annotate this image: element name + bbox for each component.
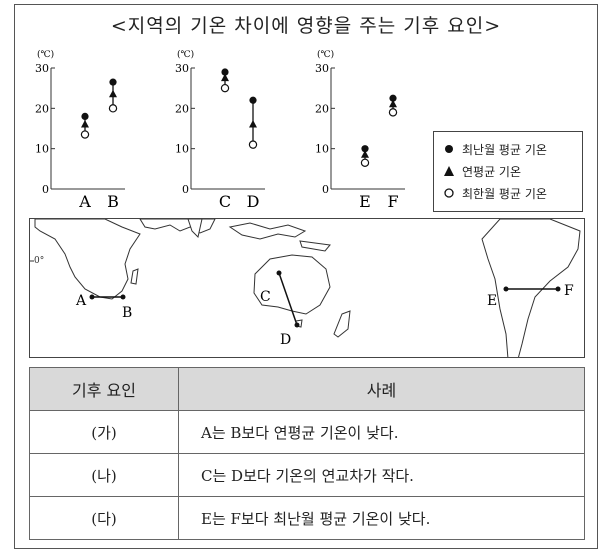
label-b: B	[122, 305, 132, 321]
new-guinea	[299, 240, 331, 252]
legend-label: 최난월 평균 기온	[462, 142, 547, 157]
warmest-month-point	[389, 94, 397, 102]
coldest-month-point	[360, 158, 370, 167]
header-example: 사례	[178, 367, 585, 411]
label-e: E	[487, 293, 497, 309]
y-tick-label: 20	[175, 102, 189, 115]
australia	[253, 254, 331, 315]
y-tick-label: 30	[175, 62, 189, 75]
factor-cell: (다)	[29, 496, 179, 540]
legend-label: 연평균 기온	[462, 164, 522, 179]
warmest-month-point	[221, 68, 229, 76]
sea-islands	[228, 222, 307, 240]
y-tick-label: 10	[315, 143, 329, 156]
warmest-month-point	[81, 112, 89, 120]
header-factor: 기후 요인	[29, 367, 179, 411]
climate-charts: (℃) 30 20 10 0 A B (℃) 30 20 10 0 C D (℃) 30 20 10 0 E F	[35, 49, 405, 211]
figure-title: <지역의 기온 차이에 영향을 주는 기후 요인>	[110, 15, 502, 37]
category-label: C	[219, 192, 231, 211]
y-tick-label: 0	[42, 183, 49, 196]
y-tick-label: 20	[35, 102, 49, 115]
label-a: A	[75, 293, 87, 309]
factor-cell: (나)	[29, 453, 179, 497]
label-f: F	[564, 283, 574, 299]
example-cell: C는 D보다 기온의 연교차가 작다.	[178, 453, 585, 497]
triangle-icon	[444, 166, 454, 176]
category-label: B	[107, 192, 119, 211]
open-circle-icon	[444, 188, 454, 198]
annual-mean-point	[389, 99, 397, 108]
coldest-month-point	[80, 130, 90, 139]
south-america	[481, 219, 581, 357]
legend-item-coldest: 최한월 평균 기온	[442, 182, 576, 204]
category-label: E	[359, 192, 371, 211]
y-tick-label: 10	[175, 143, 189, 156]
unit-label: (℃)	[317, 49, 334, 60]
y-tick-label: 10	[35, 143, 49, 156]
annual-mean-point	[249, 119, 257, 128]
table-header-row: 기후 요인 사례	[29, 367, 585, 411]
coldest-month-point	[108, 104, 118, 113]
point-b	[120, 294, 126, 300]
table-row: (가) A는 B보다 연평균 기온이 낮다.	[29, 410, 585, 454]
y-tick-label: 0	[322, 183, 329, 196]
new-zealand	[333, 310, 351, 338]
table-row: (나) C는 D보다 기온의 연교차가 작다.	[29, 453, 585, 497]
map-drawing: 0° A B C D E F	[30, 219, 581, 357]
y-tick-label: 30	[35, 62, 49, 75]
madagascar	[130, 268, 139, 285]
line-c-d	[278, 272, 298, 326]
india	[187, 219, 203, 238]
legend-item-annual: 연평균 기온	[442, 160, 576, 182]
factor-cell: (가)	[29, 410, 179, 454]
warmest-month-point	[361, 145, 369, 153]
warmest-month-point	[249, 96, 257, 104]
point-c	[276, 270, 282, 276]
point-a	[89, 294, 95, 300]
annual-mean-point	[221, 73, 229, 82]
y-tick-label: 0	[182, 183, 189, 196]
annual-mean-point	[81, 119, 89, 128]
asia-landmass	[139, 219, 216, 234]
coldest-month-point	[220, 83, 230, 93]
legend-label: 최한월 평균 기온	[462, 186, 547, 201]
annual-mean-point	[109, 89, 117, 98]
coldest-month-point	[388, 108, 398, 117]
filled-circle-icon	[445, 145, 453, 153]
annual-mean-point	[361, 150, 369, 158]
coldest-month-point	[248, 140, 258, 149]
point-d	[294, 322, 300, 328]
example-cell: A는 B보다 연평균 기온이 낮다.	[178, 410, 585, 454]
y-tick-label: 30	[315, 62, 329, 75]
table-row: (다) E는 F보다 최난월 평균 기온이 낮다.	[29, 496, 585, 540]
point-e	[503, 286, 509, 292]
climate-factor-table: 기후 요인 사례 (가) A는 B보다 연평균 기온이 낮다. (나) C는 D…	[29, 367, 585, 540]
figure-frame: <지역의 기온 차이에 영향을 주는 기후 요인> (℃) 30 20 10 0 A B (℃…	[14, 4, 598, 549]
y-tick-label: 20	[315, 102, 329, 115]
category-label: A	[78, 192, 91, 211]
category-label: F	[387, 192, 398, 211]
warmest-month-point	[109, 78, 117, 86]
point-f	[555, 286, 561, 292]
category-label: D	[247, 192, 260, 211]
legend-item-warmest: 최난월 평균 기온	[442, 138, 576, 160]
example-cell: E는 F보다 최난월 평균 기온이 낮다.	[178, 496, 585, 540]
unit-label: (℃)	[177, 49, 194, 60]
equator-label: 0°	[34, 256, 44, 266]
world-map: 0° A B C D E F	[29, 218, 585, 358]
label-c: C	[260, 289, 271, 305]
africa-landmass	[34, 219, 141, 300]
unit-label: (℃)	[37, 49, 54, 60]
legend: 최난월 평균 기온 연평균 기온 최한월 평균 기온	[433, 131, 583, 212]
label-d: D	[280, 332, 291, 348]
